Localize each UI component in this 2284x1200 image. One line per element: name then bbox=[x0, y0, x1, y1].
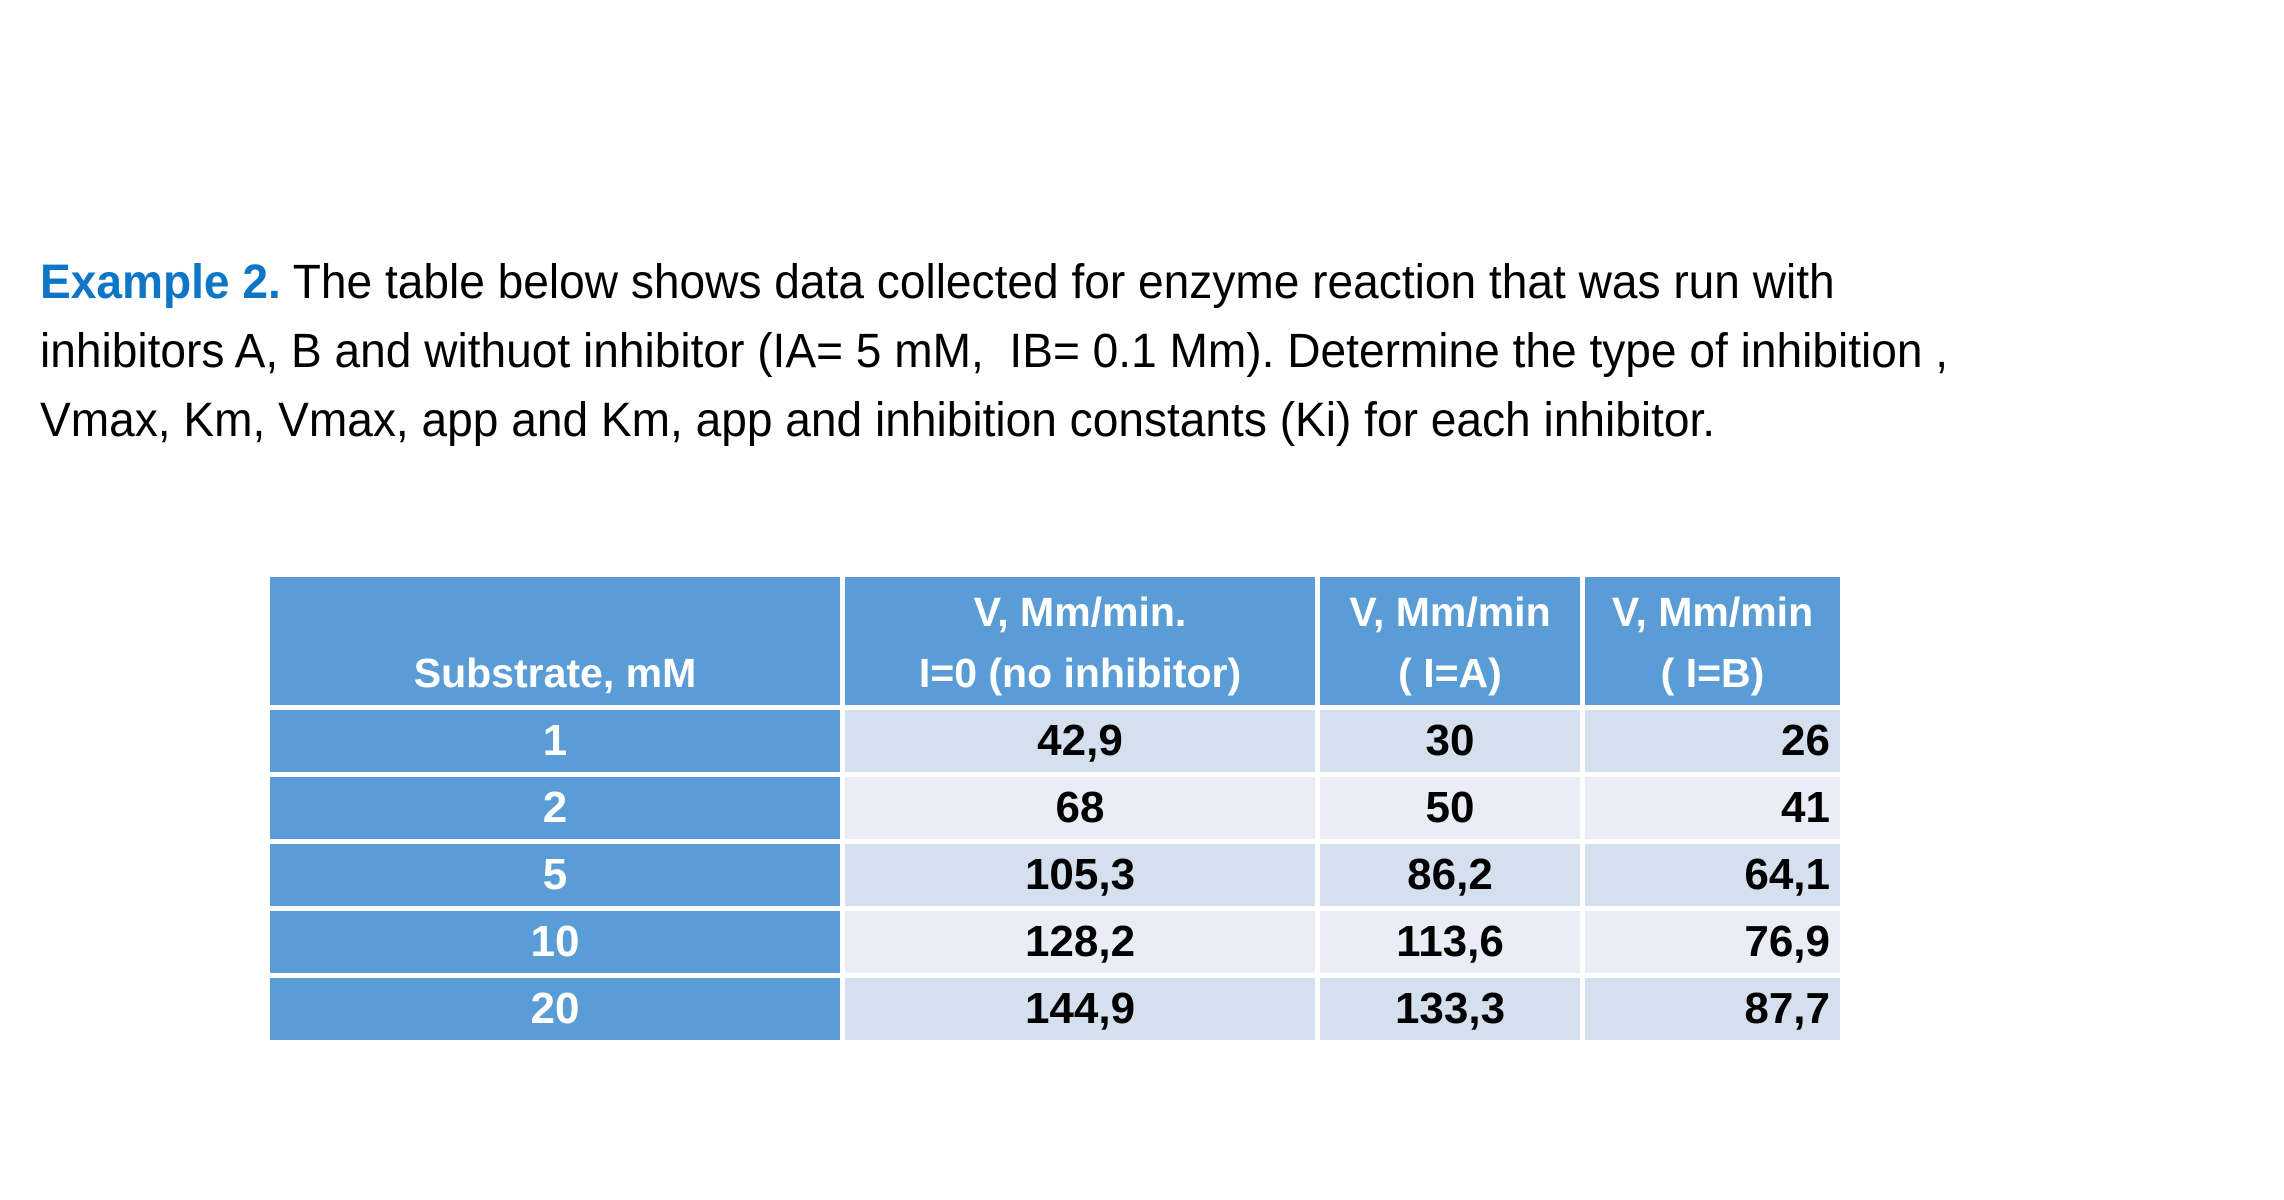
cell-v-ib-row1: 26 bbox=[1585, 710, 1840, 772]
cell-v-i0-row5: 144,9 bbox=[845, 978, 1315, 1040]
cell-v-ia-row4: 113,6 bbox=[1320, 911, 1580, 973]
cell-v-ia-row1: 30 bbox=[1320, 710, 1580, 772]
header-v-inhibitor-b-line1: V, Mm/min bbox=[1611, 589, 1814, 635]
cell-v-i0-row1: 42,9 bbox=[845, 710, 1315, 772]
cell-v-i0-row3: 105,3 bbox=[845, 844, 1315, 906]
statement-line-2: inhibitors A, B and withuot inhibitor (I… bbox=[40, 325, 1949, 378]
row-header-substrate-2: 2 bbox=[270, 777, 840, 839]
header-v-inhibitor-a-line2: ( I=A) bbox=[1398, 650, 1502, 696]
header-v-inhibitor-a-line1: V, Mm/min bbox=[1349, 589, 1551, 635]
problem-statement: Example 2. The table below shows data co… bbox=[40, 248, 2028, 455]
row-header-substrate-10: 10 bbox=[270, 911, 840, 973]
header-v-no-inhibitor-line1: V, Mm/min. bbox=[973, 589, 1187, 635]
header-substrate: Substrate, mM bbox=[270, 577, 840, 705]
cell-v-ib-row5: 87,7 bbox=[1585, 978, 1840, 1040]
header-v-inhibitor-b: V, Mm/min ( I=B) bbox=[1585, 577, 1840, 705]
example-label: Example 2. bbox=[40, 256, 281, 309]
kinetics-data-table: Substrate, mM V, Mm/min. I=0 (no inhibit… bbox=[270, 577, 1840, 1040]
cell-v-ib-row2: 41 bbox=[1585, 777, 1840, 839]
cell-v-ia-row3: 86,2 bbox=[1320, 844, 1580, 906]
cell-v-ia-row5: 133,3 bbox=[1320, 978, 1580, 1040]
statement-line-1-text: The table below shows data collected for… bbox=[280, 256, 1835, 309]
cell-v-i0-row4: 128,2 bbox=[845, 911, 1315, 973]
row-header-substrate-20: 20 bbox=[270, 978, 840, 1040]
header-v-no-inhibitor-line2: I=0 (no inhibitor) bbox=[918, 650, 1242, 696]
cell-v-ib-row4: 76,9 bbox=[1585, 911, 1840, 973]
cell-v-ia-row2: 50 bbox=[1320, 777, 1580, 839]
cell-v-i0-row2: 68 bbox=[845, 777, 1315, 839]
row-header-substrate-1: 1 bbox=[270, 710, 840, 772]
header-v-inhibitor-a: V, Mm/min ( I=A) bbox=[1320, 577, 1580, 705]
header-v-inhibitor-b-line2: ( I=B) bbox=[1660, 650, 1765, 696]
cell-v-ib-row3: 64,1 bbox=[1585, 844, 1840, 906]
row-header-substrate-5: 5 bbox=[270, 844, 840, 906]
header-v-no-inhibitor: V, Mm/min. I=0 (no inhibitor) bbox=[845, 577, 1315, 705]
statement-line-3: Vmax, Km, Vmax, app and Km, app and inhi… bbox=[40, 394, 1716, 447]
statement-line-1: Example 2. The table below shows data co… bbox=[40, 248, 1948, 317]
